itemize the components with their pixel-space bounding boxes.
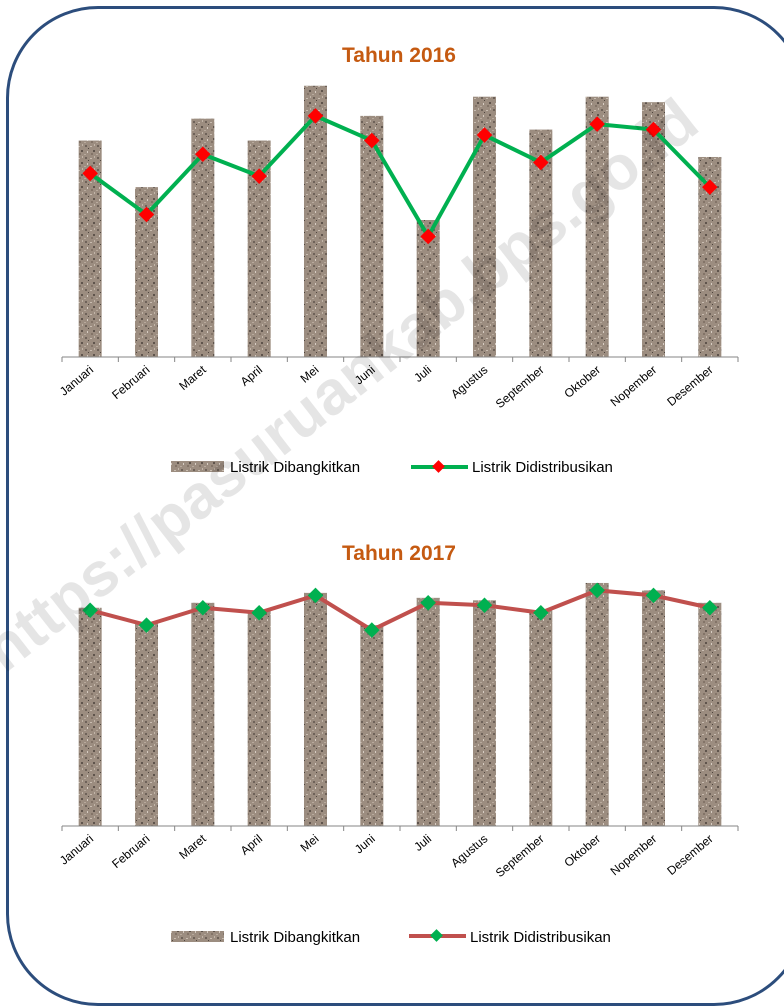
line-marker (533, 604, 549, 621)
bar (360, 115, 384, 357)
bar (698, 602, 722, 826)
x-tick-label: Maret (176, 362, 209, 393)
x-tick-label: Juni (352, 363, 378, 388)
x-tick-label: Nopember (608, 832, 660, 879)
legend-line-label: Listrik Didistribusikan (472, 459, 613, 476)
bar-series (78, 582, 722, 826)
series-line (89, 588, 711, 633)
legend-bar-swatch (171, 461, 224, 472)
line-marker (82, 165, 98, 182)
x-tick-label: Januari (57, 832, 96, 868)
bar (135, 187, 158, 357)
bar (473, 600, 496, 826)
bar (416, 597, 440, 826)
line-marker (195, 146, 211, 163)
x-tick-label: Oktober (561, 832, 603, 870)
x-tick-label: April (238, 832, 265, 858)
x-tick-labels: Januari Februari Maret April Mei Juni Juli Agus… (57, 831, 716, 880)
bar (135, 622, 158, 826)
bar (304, 592, 327, 826)
bar (529, 610, 553, 826)
chart-2016: Tahun 2016 Januari Februari Maret April Mei J… (57, 44, 739, 476)
x-tick-label: Februari (109, 363, 152, 402)
bar (698, 156, 722, 357)
x-tick-label: Agustus (448, 832, 490, 871)
x-tick-label: September (493, 832, 547, 880)
bar (247, 140, 271, 357)
line-series (82, 582, 718, 638)
x-tick-label: Desember (664, 832, 715, 878)
bar (78, 607, 102, 826)
bar (642, 590, 665, 826)
line-marker (702, 179, 718, 195)
legend-bar-label: Listrik Dibangkitkan (230, 929, 360, 946)
line-marker (476, 127, 493, 143)
x-axis-ticks (61, 357, 739, 362)
x-tick-label: September (493, 363, 547, 411)
bar (247, 610, 271, 826)
bar (642, 102, 665, 358)
x-tick-label: Juli (411, 363, 434, 385)
line-marker (195, 599, 211, 616)
bar (473, 96, 496, 357)
bar (304, 85, 327, 358)
chart-title: Tahun 2017 (342, 542, 456, 565)
x-tick-label: Januari (57, 363, 96, 399)
bar (529, 129, 553, 357)
bar (585, 96, 609, 357)
legend-line-label: Listrik Didistribusikan (470, 929, 611, 946)
x-tick-label: Februari (109, 832, 152, 871)
line-marker (645, 587, 662, 604)
x-tick-label: April (238, 363, 265, 389)
charts-canvas: Tahun 2016 Januari Februari Maret April Mei J… (57, 44, 739, 946)
x-tick-label: Nopember (608, 363, 660, 410)
legend-line-marker (430, 929, 443, 942)
x-tick-label: Mei (298, 832, 322, 855)
bar (78, 140, 102, 357)
bar (191, 602, 215, 826)
bar (416, 220, 440, 357)
bar-series (78, 85, 722, 358)
bar (191, 118, 215, 358)
legend: Listrik Dibangkitkan Listrik Didistribus… (171, 929, 611, 946)
line-marker (138, 617, 155, 633)
x-tick-label: Desember (664, 363, 715, 409)
legend-bar-label: Listrik Dibangkitkan (230, 459, 360, 476)
chart-2017: Tahun 2017 Januari Februari Maret April Mei J… (57, 542, 739, 946)
line-marker (364, 132, 380, 149)
line-marker (420, 228, 436, 245)
legend: Listrik Dibangkitkan Listrik Didistribus… (171, 459, 613, 476)
line-marker (702, 599, 718, 616)
chart-title: Tahun 2016 (342, 44, 456, 67)
line-marker (138, 206, 155, 223)
x-tick-label: Maret (176, 831, 209, 862)
line-marker (589, 582, 605, 599)
series-line (88, 113, 712, 239)
legend-bar-swatch (171, 931, 224, 942)
x-tick-label: Juli (411, 832, 434, 854)
bar (360, 625, 384, 826)
x-tick-label: Juni (352, 832, 378, 857)
x-tick-label: Agustus (448, 363, 490, 402)
bar (585, 582, 609, 826)
line-marker (533, 154, 549, 171)
line-series (82, 108, 718, 245)
x-tick-labels: Januari Februari Maret April Mei Juni Juli Agus… (57, 362, 716, 411)
x-tick-label: Oktober (561, 363, 603, 401)
x-axis-ticks (61, 826, 739, 831)
x-tick-label: Mei (298, 363, 322, 386)
legend-line-marker (432, 460, 445, 473)
